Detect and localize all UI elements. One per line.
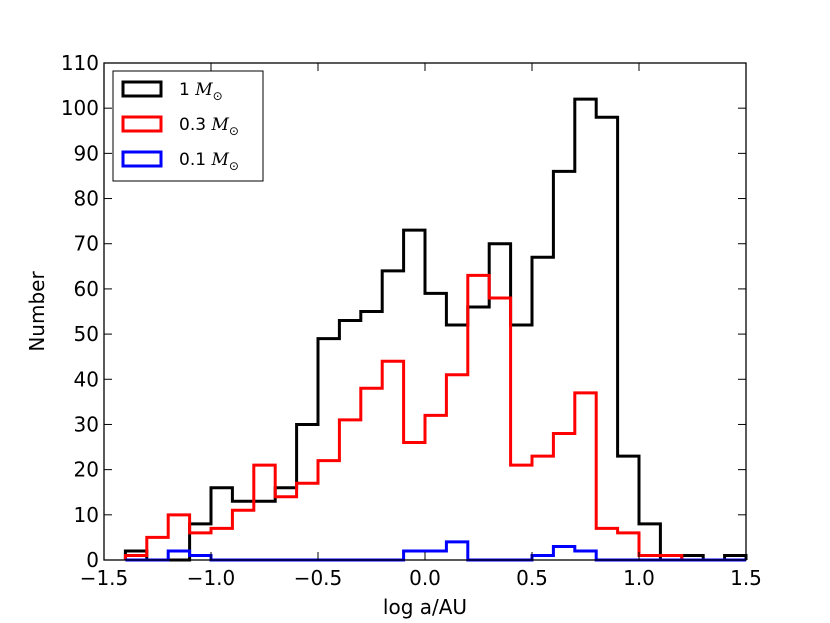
legend-math-symbol: M [210,150,229,170]
legend: 1 M⊙0.3 M⊙0.1 M⊙ [112,70,264,182]
series-0-step-line [123,97,748,562]
y-tick-label: 100 [61,96,99,120]
x-tick-label: 1.0 [623,566,655,590]
y-tick-label: 110 [61,51,99,75]
legend-label: 0.3 M⊙ [179,115,239,138]
x-tick-label: 1.5 [730,566,762,590]
legend-subscript: ⊙ [229,124,239,138]
y-tick-label: 10 [74,503,99,527]
x-axis-label: log a/AU [383,595,467,619]
x-tick-label: −1.0 [187,566,236,590]
y-tick-label: 80 [74,187,99,211]
legend-value: 0.3 [179,115,211,135]
legend-math-symbol: M [194,80,213,100]
legend-box [112,70,264,182]
legend-math-symbol: M [210,115,229,135]
legend-swatch [121,150,163,168]
y-tick-label: 40 [74,367,99,391]
legend-value: 1 [179,80,195,100]
legend-swatch [121,115,163,133]
y-tick-label: 90 [74,141,99,165]
x-tick-label: −0.5 [294,566,343,590]
y-tick-label: 30 [74,412,99,436]
y-axis-label: Number [25,271,49,352]
legend-value: 0.1 [179,150,211,170]
series-2-step-line [125,540,746,562]
y-tick-label: 60 [74,277,99,301]
legend-label: 1 M⊙ [179,80,223,103]
x-tick-label: 0.5 [516,566,548,590]
y-tick-label: 70 [74,232,99,256]
x-tick-label: −1.5 [80,566,129,590]
x-tick-label: 0.0 [409,566,441,590]
tick-labels-layer: −1.5 −1.0 −0.5 0.0 0.5 1.0 1.5 0 10 20 30 40 50 60 70 8… [61,51,762,590]
y-tick-label: 50 [74,322,99,346]
legend-subscript: ⊙ [229,159,239,173]
y-tick-label: 0 [86,548,99,572]
y-tick-label: 20 [74,458,99,482]
legend-swatch [121,80,163,98]
series-1-step-line [123,273,746,562]
legend-label: 0.1 M⊙ [179,150,239,173]
ticks-layer [103,62,747,561]
legend-subscript: ⊙ [213,89,223,103]
